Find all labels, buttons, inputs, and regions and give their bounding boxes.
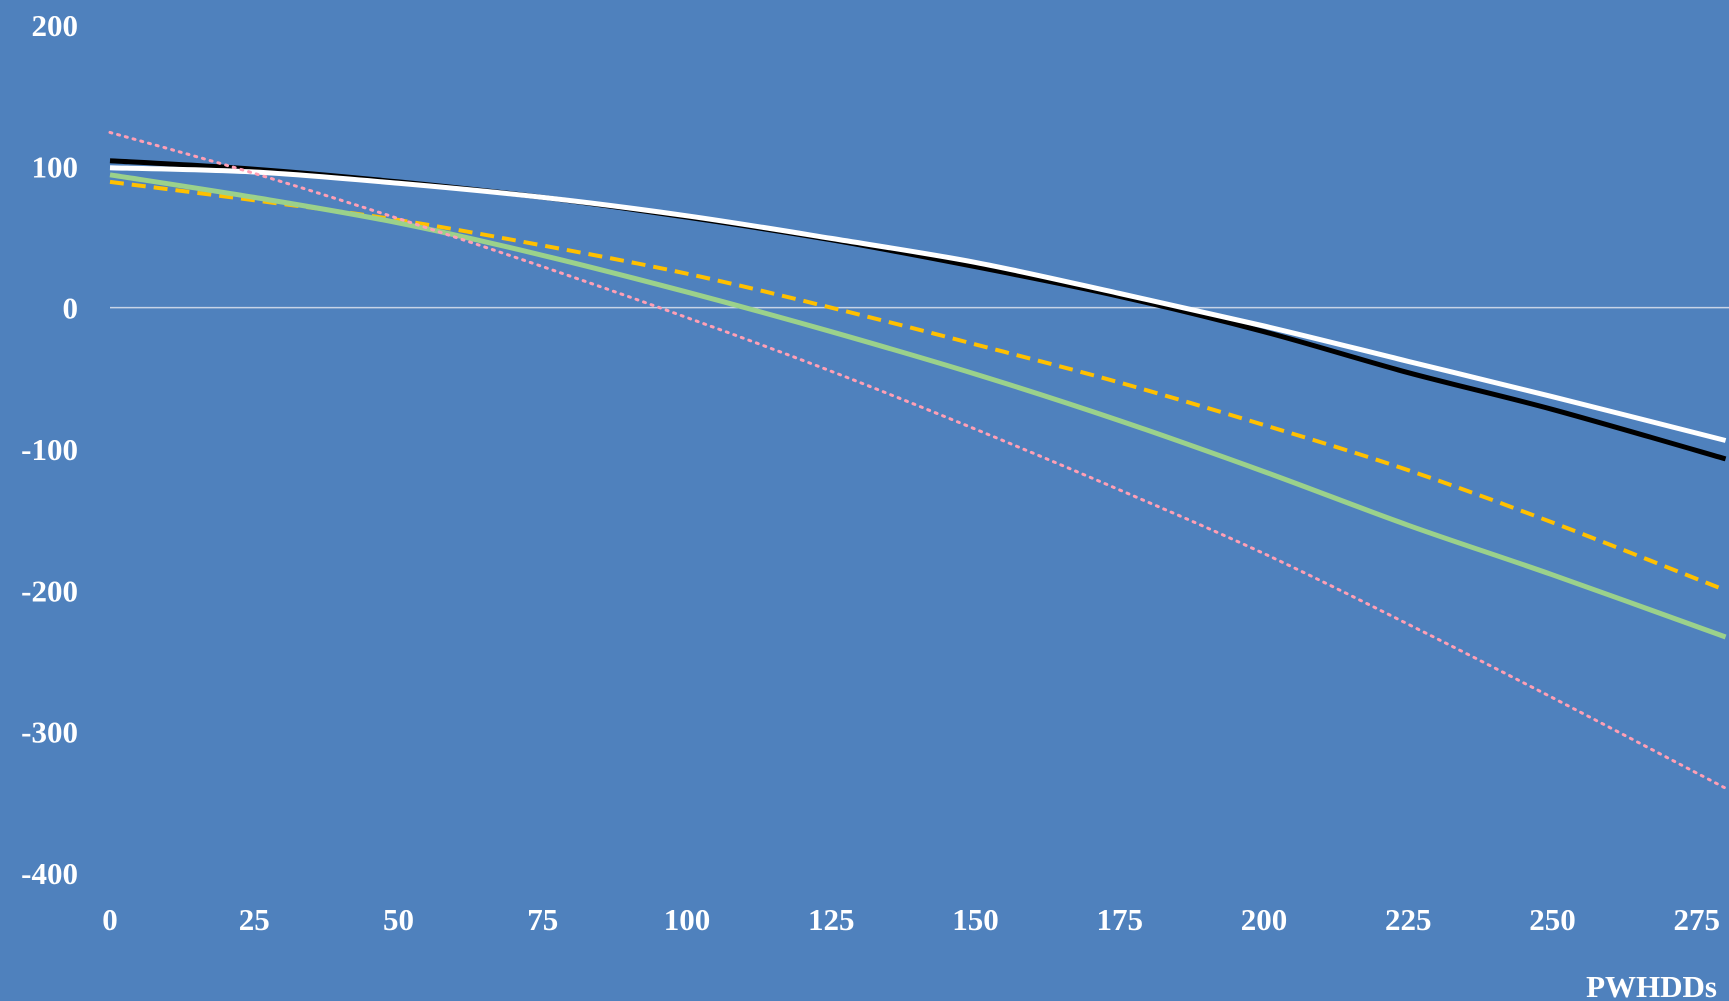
y-tick-label: -200 <box>21 573 78 608</box>
series-line-2 <box>109 165 1727 443</box>
x-tick-label: 75 <box>527 902 558 937</box>
y-axis-ticks: 200 100 0 -100 -200 -300 -400 <box>21 8 78 891</box>
y-tick-label: 0 <box>63 291 79 326</box>
x-tick-label: 125 <box>808 902 855 937</box>
x-tick-label: 250 <box>1529 902 1576 937</box>
series-line-5 <box>108 130 1728 790</box>
x-tick-label: 50 <box>383 902 414 937</box>
x-tick-label: 275 <box>1674 902 1721 937</box>
y-tick-label: -400 <box>21 856 78 891</box>
x-tick-label: 150 <box>952 902 999 937</box>
x-tick-label: 100 <box>664 902 711 937</box>
x-axis-ticks: 0 25 50 75 100 125 150 175 200 225 250 275 <box>102 902 1720 937</box>
series-line-4 <box>109 172 1727 640</box>
series-lines <box>108 130 1728 790</box>
y-tick-label: -300 <box>21 715 78 750</box>
y-tick-label: 200 <box>32 8 79 43</box>
x-tick-label: 0 <box>102 902 118 937</box>
y-tick-label: -100 <box>21 432 78 467</box>
x-tick-label: 225 <box>1385 902 1432 937</box>
x-tick-label: 200 <box>1241 902 1288 937</box>
x-axis-title: PWHDDs <box>1586 969 1717 1001</box>
y-tick-label: 100 <box>32 149 79 184</box>
x-tick-label: 25 <box>239 902 270 937</box>
x-tick-label: 175 <box>1097 902 1144 937</box>
